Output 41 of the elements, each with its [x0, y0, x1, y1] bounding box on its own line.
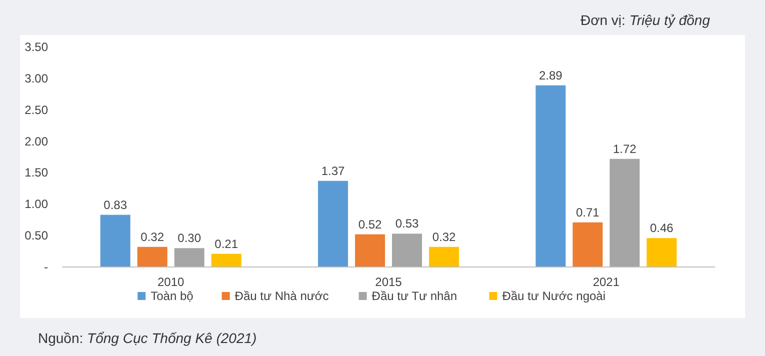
text: Nguồn: Tổng Cục Thống Kê (2021): [38, 330, 257, 346]
data-label: 1.72: [612, 142, 637, 156]
bar: [318, 180, 348, 267]
x-tick-label: 2010: [157, 275, 185, 289]
data-label: 0.21: [214, 236, 238, 251]
bar: [211, 254, 242, 267]
bar: [355, 234, 385, 267]
y-tick-label: 3.50: [24, 40, 48, 54]
bar: [646, 238, 677, 267]
data-label: 0.30: [178, 231, 202, 246]
legend-label: Đầu tư Tư nhân: [372, 289, 458, 303]
bar: [100, 214, 130, 267]
data-label: 0.83: [104, 198, 128, 212]
legend-label: Đầu tư Nhà nước: [234, 289, 329, 303]
y-tick-label: 1.00: [24, 197, 48, 212]
y-tick-label: 3.00: [24, 71, 48, 86]
bar: [610, 158, 640, 267]
bar: [536, 85, 566, 267]
bar: [174, 248, 204, 267]
data-label: 0.46: [650, 221, 674, 236]
x-tick-label: 2015: [375, 275, 402, 289]
bar: [392, 234, 422, 267]
data-label: 0.71: [576, 205, 600, 220]
data-label: 2.89: [538, 68, 563, 82]
bar: [137, 246, 168, 267]
y-tick-label: 2.00: [24, 134, 48, 148]
data-label: 0.32: [140, 230, 164, 244]
data-label: 0.32: [432, 230, 456, 244]
bar: [572, 222, 603, 267]
x-tick-label: 2021: [592, 275, 620, 289]
y-tick-label: 0.50: [24, 228, 48, 243]
y-tick-label: 1.50: [24, 166, 48, 180]
data-label: 0.52: [358, 217, 382, 232]
legend-label: Đầu tư Nước ngoài: [502, 289, 606, 303]
y-tick-label: 2.50: [24, 102, 48, 117]
text: Đơn vị: Triệu tỷ đồng: [580, 12, 710, 28]
data-label: 1.37: [321, 164, 345, 178]
y-tick-label: -: [44, 260, 48, 274]
data-label: 0.53: [395, 216, 419, 231]
legend-label: Toàn bộ: [150, 289, 194, 303]
bar: [429, 246, 459, 267]
